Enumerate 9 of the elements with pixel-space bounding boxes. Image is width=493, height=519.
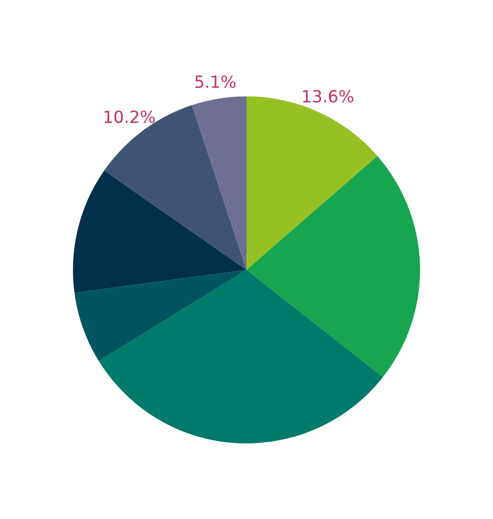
pie-slice bbox=[246, 156, 420, 378]
pie-slice bbox=[104, 105, 246, 270]
pie-slice bbox=[72, 170, 246, 293]
data-label: 13.6% bbox=[303, 90, 354, 103]
pie-slice bbox=[192, 96, 246, 270]
data-label: 5.1% bbox=[195, 75, 236, 88]
pie-slice bbox=[98, 270, 383, 444]
data-label: 10.2% bbox=[104, 110, 155, 124]
pie-slice bbox=[74, 270, 246, 362]
